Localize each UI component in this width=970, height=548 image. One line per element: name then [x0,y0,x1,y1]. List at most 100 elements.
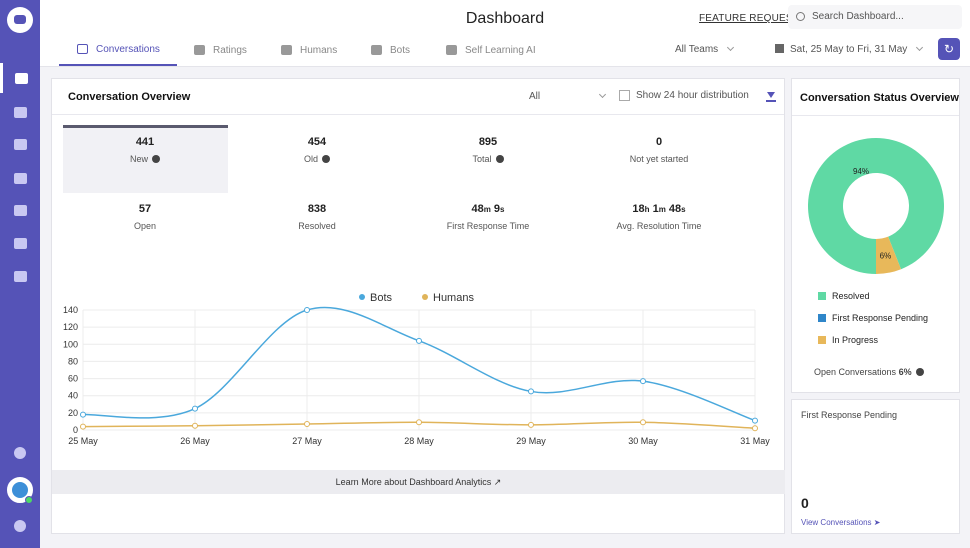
feature-request-link[interactable]: FEATURE REQUEST [699,13,800,24]
conversation-overview-panel: Conversation Overview All Show 24 hour d… [51,78,785,534]
stat-value: 57 [138,203,152,215]
stat-value: 895 [478,136,498,148]
learn-more-link[interactable]: Learn More about Dashboard Analytics ↗ [52,470,785,494]
panel-title: Conversation Overview [68,91,191,103]
search-input[interactable]: Search Dashboard... [788,5,962,29]
y-tick-label: 80 [68,356,78,366]
stat-value: 454 [307,136,327,148]
info-icon[interactable] [495,155,504,163]
data-point-bots [640,378,646,385]
stat-resolved[interactable]: 838 Resolved [235,203,399,231]
logo[interactable] [7,7,33,33]
donut-slice-resolved [808,138,944,274]
learn-more-text: Learn More about Dashboard Analytics [335,477,492,487]
stat-total[interactable]: 895 Total [406,136,570,164]
stat-first-response-time[interactable]: 48m 9s First Response Time [406,203,570,231]
avatar[interactable] [7,477,33,503]
open-label: Open Conversations [814,367,897,377]
distribution-toggle[interactable]: Show 24 hour distribution [619,90,749,101]
channel-filter-select[interactable]: All [529,90,607,102]
megaphone-nav-icon[interactable] [0,228,40,258]
donut-label: 6% [880,252,892,261]
x-tick-label: 29 May [516,436,546,446]
legend-label: Humans [433,292,474,304]
time-unit: h [644,205,650,214]
analytics-nav-icon[interactable] [0,63,40,93]
time-unit: m [483,205,491,214]
bot-nav-icon[interactable] [0,163,40,193]
y-tick-label: 20 [68,408,78,418]
tab-ratings[interactable]: Ratings [194,34,247,66]
date-range-select[interactable]: Sat, 25 May to Fri, 31 May [775,43,924,55]
x-tick-label: 30 May [628,436,658,446]
data-point-bots [192,405,198,412]
data-point-bots [304,307,310,313]
chevron-down-icon [599,90,607,99]
tools-nav-icon[interactable] [0,195,40,225]
y-tick-label: 0 [73,425,78,435]
y-tick-label: 120 [63,322,78,332]
view-conversations-link[interactable]: View Conversations ➤ [801,518,881,527]
data-point-bots [528,388,534,395]
data-point-bots [80,411,86,418]
settings-icon[interactable] [0,511,40,541]
search-icon [796,12,805,21]
team-select[interactable]: All Teams [675,43,735,55]
stat-new[interactable]: 441 New [63,136,227,164]
panel-title: First Response Pending [801,410,898,420]
open-conversations: Open Conversations 6% [814,367,924,377]
donut-label: 94% [853,167,869,176]
stat-open[interactable]: 57 Open [63,203,227,231]
panel-title: Conversation Status Overview [800,92,959,104]
filter-value: All [529,91,541,102]
legend-resolved[interactable]: Resolved [818,291,870,301]
data-point-humans [80,423,86,430]
tab-self-learning-ai[interactable]: Self Learning AI [446,34,536,66]
x-tick-label: 28 May [404,436,434,446]
donut-chart: 94% 6% [808,138,944,274]
data-point-bots [416,337,422,344]
stat-not-started[interactable]: 0 Not yet started [577,136,741,164]
stat-old[interactable]: 454 Old [235,136,399,164]
data-point-bots [752,417,758,424]
y-tick-label: 140 [63,305,78,315]
data-point-humans [192,422,198,429]
legend-swatch [818,314,826,322]
conversations-nav-icon[interactable] [0,97,40,127]
y-tick-label: 40 [68,391,78,401]
legend-first-response-pending[interactable]: First Response Pending [818,313,928,323]
tab-label: Humans [300,44,338,56]
users-nav-icon[interactable] [0,129,40,159]
chat-icon [77,44,88,54]
tab-bots[interactable]: Bots [371,34,410,66]
time-value: 48 [668,203,682,215]
stat-label: New [129,154,148,164]
external-link-icon: ↗ [493,477,502,487]
distribution-label: Show 24 hour distribution [636,90,749,101]
tab-conversations[interactable]: Conversations [59,34,177,66]
x-tick-label: 27 May [292,436,322,446]
info-icon[interactable] [915,368,924,376]
legend-in-progress[interactable]: In Progress [818,335,878,345]
stat-label: Total [472,154,492,164]
reports-nav-icon[interactable] [0,261,40,291]
first-response-pending-panel: First Response Pending 0 View Conversati… [791,399,960,534]
info-icon[interactable] [152,155,160,163]
legend-dot [422,294,428,300]
time-value: 9 [493,203,501,215]
checkbox[interactable] [619,90,630,101]
stat-label: Open [133,221,157,231]
help-icon[interactable] [0,438,40,468]
data-point-humans [640,419,646,426]
refresh-button[interactable]: ↻ [938,38,960,60]
info-icon[interactable] [322,155,330,163]
tab-humans[interactable]: Humans [281,34,337,66]
open-value: 6% [898,367,912,377]
stat-avg-resolution-time[interactable]: 18h 1m 48s Avg. Resolution Time [577,203,741,231]
data-point-humans [416,419,422,426]
chevron-down-icon [727,43,735,52]
sidebar [0,0,40,548]
team-value: All Teams [675,44,719,55]
data-point-humans [304,421,310,427]
download-icon[interactable] [766,90,776,102]
